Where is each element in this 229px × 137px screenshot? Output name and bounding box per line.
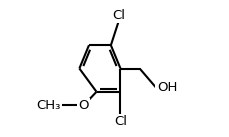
Text: Cl: Cl xyxy=(114,115,126,128)
Text: OH: OH xyxy=(156,81,176,94)
Text: O: O xyxy=(78,99,88,112)
Text: Cl: Cl xyxy=(112,9,125,22)
Text: CH₃: CH₃ xyxy=(36,99,61,112)
